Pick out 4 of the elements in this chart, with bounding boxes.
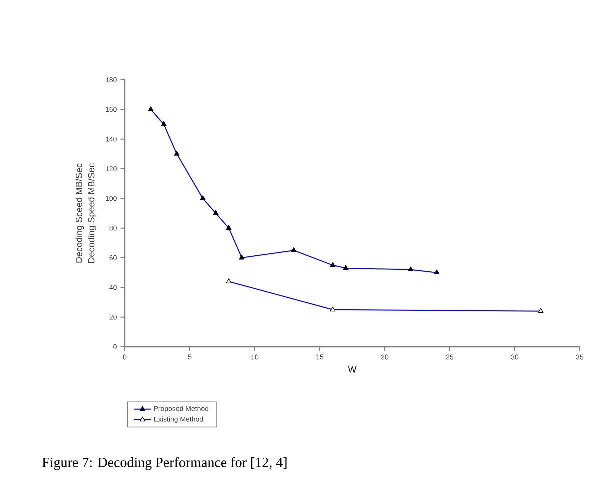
text: Decoding Sceed MB/Sec: [76, 164, 84, 263]
x-axis-title: W: [348, 366, 357, 373]
y-axis-title: Decoding Speed MB/Sec: [88, 163, 96, 264]
text: Figure 7: Decoding Performance for [12, 4]: [42, 457, 287, 470]
